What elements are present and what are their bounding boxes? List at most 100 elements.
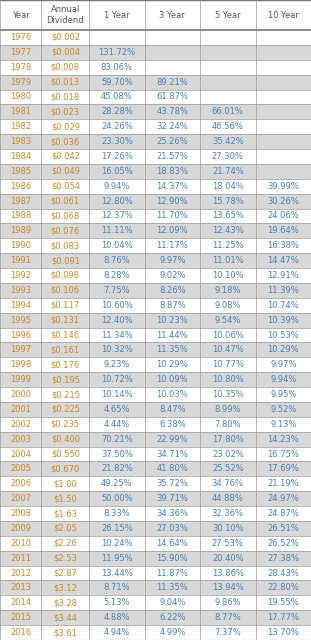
Text: 49.25%: 49.25%	[101, 479, 133, 488]
Bar	[200, 238, 256, 253]
Text: 35.42%: 35.42%	[212, 137, 244, 146]
Text: $0.008: $0.008	[51, 63, 80, 72]
Text: 4.94%: 4.94%	[104, 628, 130, 637]
Text: 2016: 2016	[10, 628, 31, 637]
Bar	[41, 625, 89, 640]
Bar	[41, 45, 89, 60]
Bar	[89, 387, 145, 402]
Bar	[145, 551, 200, 566]
Bar	[41, 611, 89, 625]
Bar	[145, 238, 200, 253]
Bar	[256, 313, 311, 328]
Bar	[89, 342, 145, 357]
Bar	[41, 476, 89, 492]
Text: 2002: 2002	[10, 420, 31, 429]
Bar	[89, 164, 145, 179]
Bar	[89, 313, 145, 328]
Bar	[0, 179, 41, 194]
Bar	[145, 75, 200, 90]
Bar	[0, 104, 41, 119]
Bar	[89, 194, 145, 209]
Bar	[0, 328, 41, 342]
Text: 17.77%: 17.77%	[267, 613, 299, 622]
Bar	[89, 104, 145, 119]
Bar	[200, 461, 256, 476]
Bar	[0, 402, 41, 417]
Text: 1996: 1996	[10, 330, 31, 339]
Text: $1.50: $1.50	[53, 494, 77, 503]
Bar	[145, 402, 200, 417]
Text: $2.05: $2.05	[53, 524, 77, 533]
Text: 8.26%: 8.26%	[159, 286, 186, 295]
Text: 8.99%: 8.99%	[215, 405, 241, 414]
Bar	[41, 328, 89, 342]
Bar	[145, 313, 200, 328]
Bar	[41, 402, 89, 417]
Bar	[0, 223, 41, 238]
Text: 12.80%: 12.80%	[101, 196, 133, 205]
Bar	[200, 447, 256, 461]
Text: $0.061: $0.061	[51, 196, 80, 205]
Bar	[0, 298, 41, 313]
Text: 11.35%: 11.35%	[156, 584, 188, 593]
Text: 1989: 1989	[10, 227, 31, 236]
Bar	[89, 238, 145, 253]
Text: $0.068: $0.068	[51, 211, 80, 220]
Bar	[0, 209, 41, 223]
Text: 8.33%: 8.33%	[104, 509, 130, 518]
Text: 2009: 2009	[10, 524, 31, 533]
Bar	[200, 536, 256, 551]
Bar	[256, 60, 311, 75]
Text: 2006: 2006	[10, 479, 31, 488]
Text: 26.15%: 26.15%	[101, 524, 133, 533]
Bar	[41, 521, 89, 536]
Text: 18.04%: 18.04%	[212, 182, 244, 191]
Bar	[256, 521, 311, 536]
Bar	[145, 372, 200, 387]
Text: 11.01%: 11.01%	[212, 256, 244, 265]
Bar	[0, 149, 41, 164]
Text: 14.37%: 14.37%	[156, 182, 188, 191]
Bar	[89, 298, 145, 313]
Bar	[200, 30, 256, 45]
Text: 9.08%: 9.08%	[215, 301, 241, 310]
Text: $0.161: $0.161	[51, 346, 80, 355]
Text: 8.28%: 8.28%	[104, 271, 130, 280]
Bar	[145, 223, 200, 238]
Text: 10.04%: 10.04%	[101, 241, 133, 250]
Bar	[0, 283, 41, 298]
Bar	[256, 104, 311, 119]
Text: $0.550: $0.550	[51, 449, 80, 458]
Bar	[200, 357, 256, 372]
Text: 1985: 1985	[10, 167, 31, 176]
Text: 26.51%: 26.51%	[267, 524, 299, 533]
Bar	[41, 238, 89, 253]
Text: 10.35%: 10.35%	[212, 390, 244, 399]
Bar	[200, 342, 256, 357]
Bar	[145, 45, 200, 60]
Bar	[145, 417, 200, 432]
Text: 7.80%: 7.80%	[215, 420, 241, 429]
Text: 27.53%: 27.53%	[212, 539, 244, 548]
Text: 34.36%: 34.36%	[156, 509, 188, 518]
Text: $0.004: $0.004	[51, 48, 80, 57]
Bar	[256, 75, 311, 90]
Text: $0.042: $0.042	[51, 152, 80, 161]
Bar	[41, 90, 89, 104]
Bar	[89, 432, 145, 447]
Bar	[89, 580, 145, 595]
Bar	[256, 372, 311, 387]
Text: 7.75%: 7.75%	[104, 286, 130, 295]
Text: 9.54%: 9.54%	[215, 316, 241, 324]
Text: 17.80%: 17.80%	[212, 435, 244, 444]
Text: 8.76%: 8.76%	[104, 256, 130, 265]
Text: 89.21%: 89.21%	[156, 77, 188, 86]
Bar	[0, 492, 41, 506]
Text: 10.23%: 10.23%	[156, 316, 188, 324]
Bar	[200, 402, 256, 417]
Text: 2015: 2015	[10, 613, 31, 622]
Text: 1998: 1998	[10, 360, 31, 369]
Bar	[41, 506, 89, 521]
Text: 50.00%: 50.00%	[101, 494, 133, 503]
Bar	[200, 283, 256, 298]
